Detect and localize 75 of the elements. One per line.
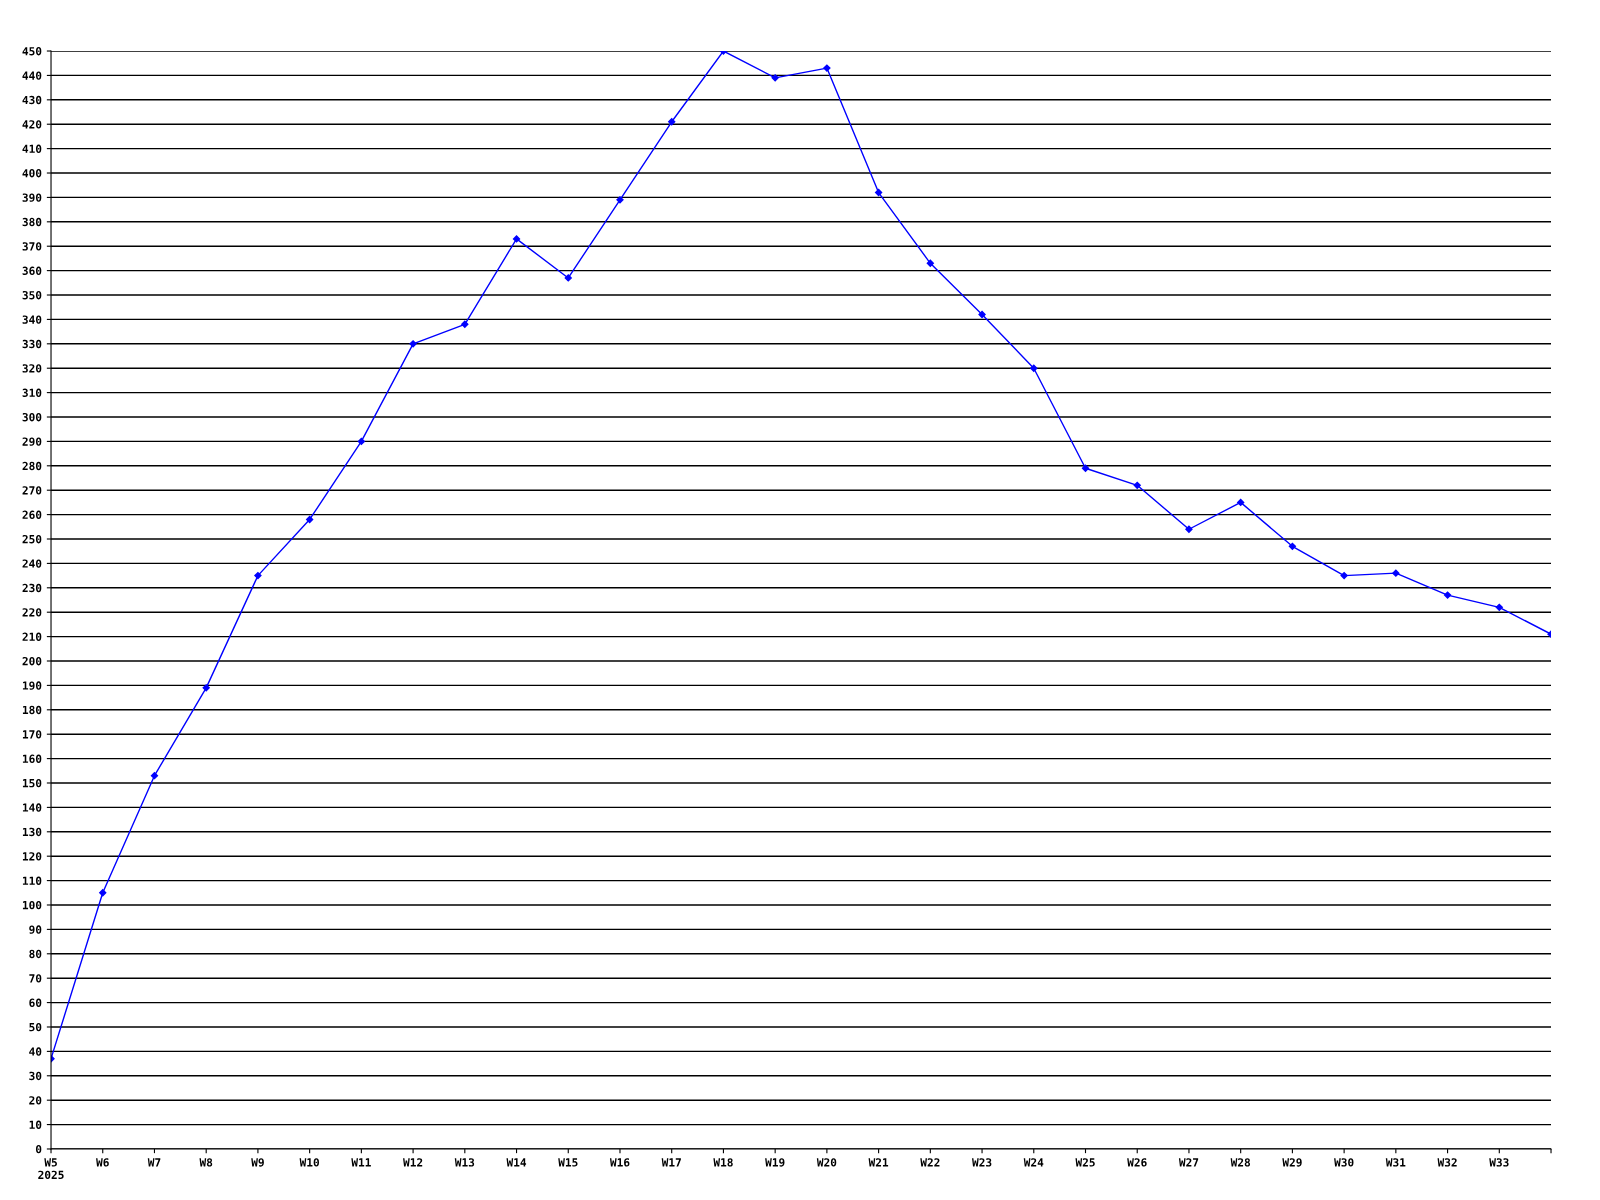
y-tick-label: 130 [22,827,42,837]
x-tick-label: W13 [454,1158,475,1167]
y-tick-label: 50 [29,1022,42,1032]
y-tick-label: 390 [22,193,42,202]
x-tick-label: W29 [1282,1158,1302,1167]
y-tick-label: 360 [22,266,42,275]
x-tick-label: W12 [403,1158,423,1167]
y-tick-label: 230 [22,583,42,593]
y-tick-label: 330 [22,339,42,349]
y-tick-label: 30 [29,1071,42,1081]
y-tick-label: 80 [29,949,42,959]
y-tick-label: 320 [22,364,42,373]
y-tick-label: 10 [29,1120,42,1129]
y-tick-label: 290 [22,437,42,446]
y-tick-label: 430 [22,95,42,105]
x-tick-label: W8 [199,1158,213,1167]
x-tick-label: W20 [816,1158,837,1167]
y-tick-label: 190 [22,681,42,690]
x-tick-label: W23 [972,1158,992,1167]
y-tick-label: 140 [22,803,42,812]
y-tick-label: 150 [22,778,42,788]
x-tick-label: W18 [713,1158,733,1167]
y-tick-label: 240 [22,559,42,568]
y-tick-label: 120 [22,852,42,861]
x-tick-label: W22 [920,1158,940,1167]
y-tick-label: 300 [22,412,42,422]
y-tick-label: 180 [22,705,42,715]
y-tick-label: 170 [22,730,42,739]
y-tick-label: 310 [22,388,42,397]
x-tick-label: W15 [558,1158,578,1167]
x-tick-label: W25 [1075,1158,1095,1167]
x-tick-label: W30 [1334,1158,1354,1167]
x-tick-label: W24 [1023,1158,1044,1167]
y-tick-label: 340 [22,315,42,324]
x-tick-label: W5 2025 [38,1158,64,1180]
y-tick-label: 210 [22,632,42,641]
x-tick-label: W21 [868,1158,889,1167]
x-tick-label: W11 [351,1158,371,1167]
x-tick-label: W10 [299,1158,320,1167]
y-tick-label: 60 [29,998,42,1007]
y-tick-label: 20 [29,1096,42,1105]
y-tick-label: 440 [22,71,42,80]
y-tick-label: 220 [22,608,42,617]
x-tick-label: W7 [147,1158,161,1167]
y-tick-label: 410 [22,144,42,153]
y-tick-label: 110 [22,876,42,885]
x-tick-label: W27 [1178,1158,1199,1167]
y-tick-label: 370 [22,242,42,251]
x-tick-label: W32 [1437,1158,1457,1167]
x-tick-label: W19 [765,1158,785,1167]
y-tick-label: 420 [22,120,42,129]
y-tick-label: 90 [29,925,42,934]
y-tick-label: 280 [22,461,42,471]
x-tick-label: W17 [661,1158,681,1167]
x-tick-label: W26 [1127,1158,1147,1167]
y-tick-label: 260 [22,510,42,519]
y-tick-label: 0 [35,1144,42,1154]
y-tick-label: 350 [22,290,42,300]
x-tick-label: W28 [1230,1158,1251,1167]
x-tick-label: W6 [96,1158,109,1167]
y-tick-label: 40 [29,1047,42,1056]
y-tick-label: 160 [22,754,42,763]
y-tick-label: 400 [22,168,42,178]
y-tick-label: 450 [22,47,42,56]
y-tick-label: 100 [22,900,42,910]
y-tick-label: 380 [22,217,42,227]
y-tick-label: 200 [22,656,42,666]
y-tick-label: 70 [29,974,42,983]
x-tick-label: W14 [506,1158,527,1167]
y-tick-label: 250 [22,534,42,544]
x-tick-label: W33 [1489,1158,1509,1167]
x-tick-label: W16 [609,1158,630,1167]
x-tick-label: W9 [251,1158,264,1167]
y-tick-label: 270 [22,486,42,495]
x-tick-label: W31 [1385,1158,1406,1167]
